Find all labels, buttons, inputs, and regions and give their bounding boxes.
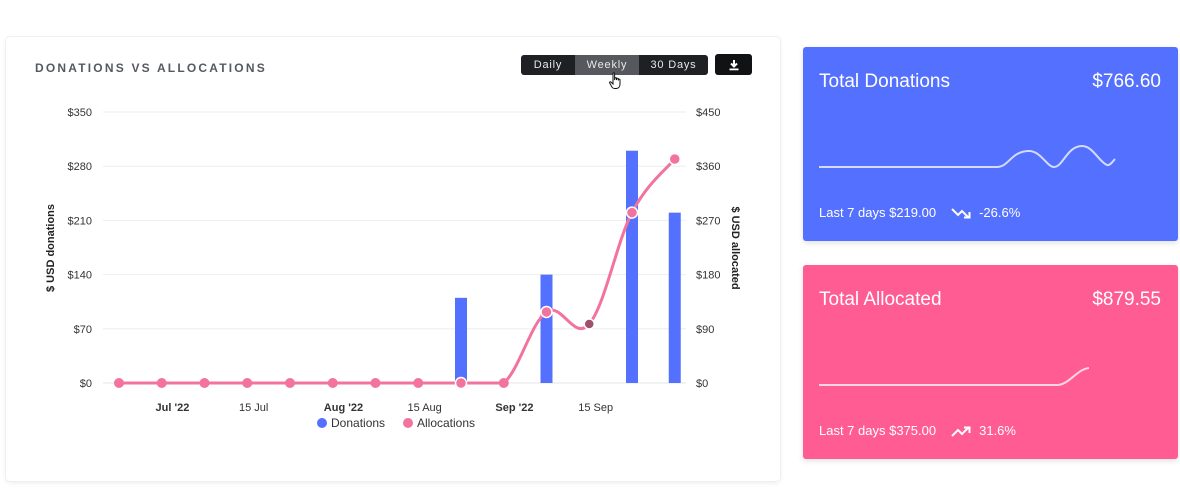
y-right-axis-title: $ USD allocated	[729, 206, 741, 289]
y-right-tick-label: $270	[696, 215, 720, 227]
total-donations-card: Total Donations $766.60 Last 7 days $219…	[803, 47, 1178, 241]
x-tick-label: 15 Jul	[239, 402, 268, 414]
y-right-tick-label: $360	[696, 161, 720, 173]
allocations-line	[119, 158, 676, 385]
donations-bar	[626, 150, 638, 383]
y-right-tick-label: $0	[696, 378, 708, 390]
y-left-tick-label: $0	[80, 378, 92, 390]
y-right-tick-label: $90	[696, 324, 714, 336]
allocations-point	[156, 378, 167, 388]
allocations-point	[625, 206, 639, 219]
allocations-point	[668, 152, 681, 166]
allocations-point	[285, 378, 295, 388]
y-left-tick-label: $210	[68, 215, 92, 227]
download-button[interactable]	[715, 54, 752, 75]
y-right-tick-label: $180	[696, 270, 720, 282]
allocated-sparkline	[819, 367, 1090, 386]
change-percent: 31.6%	[979, 423, 1016, 438]
period-toggle: Daily Weekly 30 Days	[521, 55, 708, 75]
y-left-axis-title: $ USD donations	[45, 204, 57, 292]
x-tick-label: Sep '22	[495, 402, 533, 414]
y-left-tick-label: $280	[68, 161, 92, 173]
allocations-point	[199, 378, 210, 388]
legend-donations-label: Donations	[331, 416, 385, 430]
allocations-point	[370, 378, 381, 388]
period-weekly-button[interactable]: Weekly	[575, 55, 639, 75]
hand-pointer-icon	[609, 72, 621, 89]
stat-footer: Last 7 days $375.00 31.6%	[819, 423, 1016, 438]
donations-bar	[455, 297, 467, 383]
y-left-tick-label: $350	[68, 107, 92, 119]
last-7-days-text: Last 7 days $219.00	[819, 205, 937, 220]
period-30-days-button[interactable]: 30 Days	[650, 59, 697, 71]
stat-title: Total Allocated	[819, 289, 942, 310]
x-tick-label: 15 Aug	[408, 402, 442, 414]
x-tick-label: 15 Sep	[578, 402, 613, 414]
legend-donations-marker	[317, 418, 327, 428]
download-icon	[729, 59, 738, 70]
allocations-point	[114, 378, 124, 388]
donations-bar	[668, 212, 681, 383]
chart-area: $0 $0 $70 $90 $140 $180 $210 $270 $280 $360 $350 $4…	[45, 107, 741, 430]
chart-title: DONATIONS VS ALLOCATIONS	[35, 61, 267, 75]
trending-down-icon	[951, 207, 971, 218]
legend-allocations-marker	[403, 418, 413, 428]
stat-title: Total Donations	[819, 71, 950, 92]
y-left-tick-label: $70	[74, 324, 92, 336]
allocations-point	[583, 318, 595, 330]
total-allocated-card: Total Allocated $879.55 Last 7 days $375…	[803, 265, 1178, 459]
allocations-point	[454, 376, 468, 390]
allocations-point	[498, 378, 509, 388]
allocations-point	[540, 305, 553, 319]
x-tick-label: Aug '22	[324, 402, 363, 414]
change-percent: -26.6%	[979, 205, 1021, 220]
y-left-tick-label: $140	[68, 270, 92, 282]
donations-bar	[540, 274, 553, 383]
allocations-point	[242, 378, 253, 388]
stat-footer: Last 7 days $219.00 -26.6%	[819, 205, 1020, 220]
stat-amount: $766.60	[1092, 71, 1161, 92]
legend-allocations-label: Allocations	[417, 416, 475, 430]
allocations-point	[413, 378, 424, 388]
x-tick-label: Jul '22	[156, 402, 190, 414]
donations-sparkline	[819, 144, 1116, 169]
last-7-days-text: Last 7 days $375.00	[819, 423, 937, 438]
allocations-point	[327, 378, 338, 388]
period-daily-button[interactable]: Daily	[533, 59, 563, 71]
stat-amount: $879.55	[1092, 289, 1161, 310]
y-right-tick-label: $450	[696, 107, 720, 119]
chart-card: $0 $0 $70 $90 $140 $180 $210 $270 $280 $360 $350 $4…	[6, 37, 780, 481]
trending-up-icon	[951, 426, 971, 437]
